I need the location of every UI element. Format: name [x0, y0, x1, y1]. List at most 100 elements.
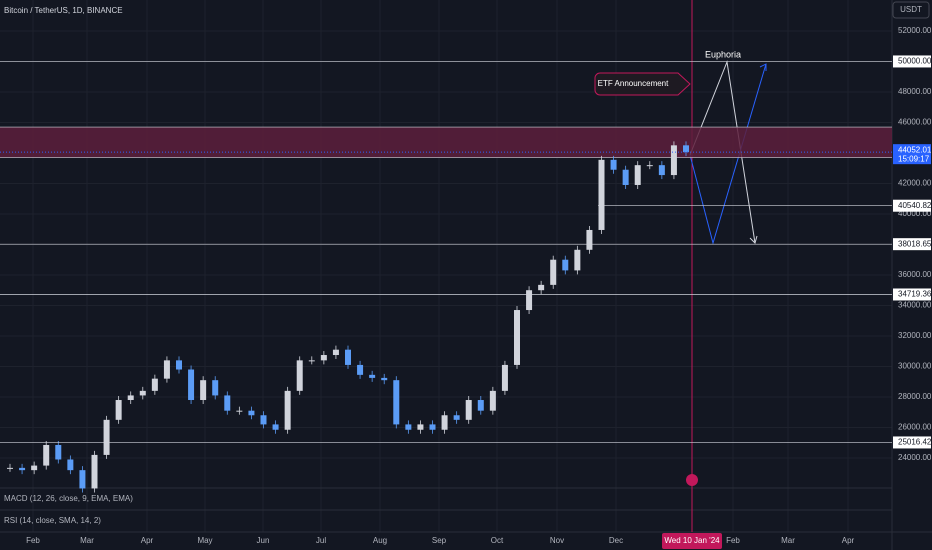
candle: [79, 470, 86, 489]
projection-alt: [689, 63, 767, 245]
candle: [103, 419, 110, 455]
candle: [188, 369, 195, 401]
level-label-box: [893, 238, 931, 251]
level-label-box: [893, 199, 931, 212]
date-label-box: [662, 533, 722, 549]
candle: [224, 395, 231, 411]
candle: [139, 390, 146, 396]
candle: [646, 165, 653, 167]
candle: [357, 364, 364, 375]
candle: [7, 467, 13, 469]
price-label-box: [893, 144, 931, 165]
x-tick-label: Oct: [491, 536, 504, 545]
candle: [670, 145, 677, 176]
candle: [429, 424, 436, 430]
x-tick-label: Aug: [373, 536, 387, 545]
price-label: 44052.01: [898, 145, 932, 154]
candle: [381, 377, 388, 381]
candle: [345, 349, 351, 365]
candle: [200, 380, 207, 401]
y-tick-label: 28000.00: [898, 392, 932, 401]
y-tick-label: 42000.00: [898, 179, 932, 188]
x-tick-label: Feb: [26, 536, 40, 545]
candle: [634, 165, 641, 185]
candle: [332, 349, 339, 356]
candle: [489, 390, 496, 411]
candle: [308, 360, 315, 362]
candle: [526, 290, 533, 311]
candle: [296, 360, 303, 391]
candle: [176, 360, 182, 370]
candle: [574, 249, 581, 271]
candle: [453, 415, 460, 420]
candle: [43, 444, 50, 466]
level-label: 25016.42: [898, 438, 932, 447]
annotation-bubble: [594, 72, 691, 96]
candle: [465, 400, 472, 420]
indicator-label: RSI (14, close, SMA, 14, 2): [4, 516, 101, 525]
candle: [683, 145, 689, 153]
y-tick-label: 40000.00: [898, 209, 932, 218]
y-tick-label: 36000.00: [898, 270, 932, 279]
x-tick-label: Mar: [781, 536, 795, 545]
arrow-head: [759, 63, 767, 71]
candle: [115, 400, 122, 420]
candle: [622, 169, 629, 185]
candle: [248, 410, 255, 416]
currency[interactable]: USDT: [900, 5, 922, 14]
level-label: 34719.36: [898, 290, 932, 299]
event-icon[interactable]: [686, 474, 698, 486]
candle: [369, 374, 376, 378]
x-tick-label: Nov: [550, 536, 564, 545]
candle: [610, 159, 617, 170]
candle: [19, 467, 26, 471]
x-tick-label: Apr: [842, 536, 855, 545]
candle: [538, 284, 545, 291]
candle: [212, 380, 219, 396]
annotation: Euphoria: [705, 49, 741, 59]
x-tick-label: Apr: [141, 536, 154, 545]
level-label-box: [893, 55, 931, 68]
x-tick-label: May: [197, 536, 212, 545]
indicator-label: MACD (12, 26, close, 9, EMA, EMA): [4, 494, 133, 503]
candle: [441, 415, 448, 430]
y-tick-label: 30000.00: [898, 362, 932, 371]
projection-euphoria: [689, 60, 756, 244]
y-tick-label: 46000.00: [898, 118, 932, 127]
currency-box[interactable]: [892, 1, 930, 19]
y-tick-label: 24000.00: [898, 453, 932, 462]
candle: [151, 378, 158, 391]
candle: [562, 259, 569, 271]
candle: [67, 459, 74, 471]
candle: [163, 360, 170, 379]
x-tick-label: Jul: [316, 536, 326, 545]
x-tick-label: Sep: [432, 536, 447, 545]
level-label-box: [893, 436, 931, 449]
x-tick-label: Mar: [80, 536, 94, 545]
x-tick-label: Dec: [609, 536, 623, 545]
candle: [91, 454, 98, 489]
candle: [260, 415, 267, 425]
candle: [284, 390, 291, 430]
candle: [501, 364, 508, 391]
level-label: 40540.82: [898, 201, 932, 210]
y-tick-label: 34000.00: [898, 301, 932, 310]
x-tick-label: Feb: [726, 536, 740, 545]
y-tick-label: 52000.00: [898, 26, 932, 35]
candle: [236, 410, 243, 412]
candle: [31, 465, 38, 471]
candle: [550, 259, 557, 285]
candle: [405, 424, 412, 430]
candle: [127, 395, 134, 401]
annotation: ETF Announcement: [598, 79, 669, 88]
candle: [417, 424, 424, 430]
resistance-zone: [0, 127, 892, 158]
arrow-head: [749, 235, 758, 244]
candle: [586, 229, 593, 250]
date-label: Wed 10 Jan '24: [664, 536, 720, 545]
level-label-box: [893, 288, 931, 301]
candle: [55, 444, 62, 460]
level-label: 50000.00: [898, 57, 932, 66]
candle: [272, 424, 279, 430]
